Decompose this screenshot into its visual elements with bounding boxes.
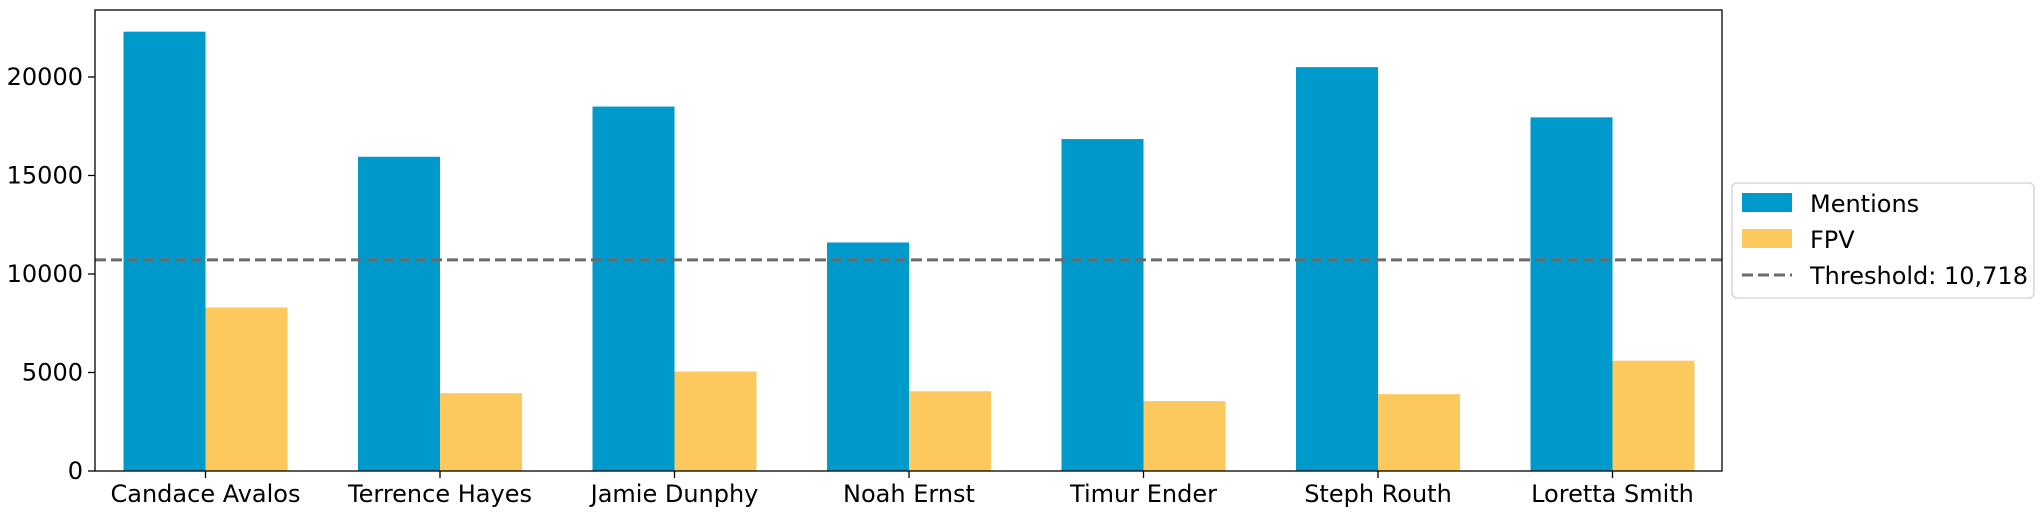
x-axis: Candace Avalos Terrence Hayes Jamie Dunphy… [111, 471, 1694, 508]
bar-mentions-2 [358, 156, 440, 471]
bar-fpv-4 [909, 391, 991, 471]
x-tick-label-6: Steph Routh [1304, 480, 1452, 508]
y-tick-label-1: 5000 [22, 358, 83, 386]
legend-label-mentions: Mentions [1810, 190, 1919, 218]
y-tick-label-2: 10000 [7, 260, 83, 288]
legend-swatch-fpv [1742, 229, 1792, 248]
legend-label-threshold: Threshold: 10,718 [1809, 262, 2028, 290]
bar-mentions-1 [123, 31, 206, 472]
bar-mentions-4 [827, 242, 909, 471]
y-tick-label-0: 0 [68, 457, 83, 485]
bar-mentions-7 [1530, 117, 1613, 471]
y-axis: 0 5000 10000 15000 20000 [7, 63, 95, 485]
bar-fpv-6 [1378, 394, 1460, 471]
x-tick-label-5: Timur Ender [1069, 480, 1217, 508]
x-tick-label-2: Terrence Hayes [347, 480, 532, 508]
x-tick-label-7: Loretta Smith [1531, 480, 1694, 508]
y-tick-label-3: 15000 [7, 161, 83, 189]
legend-label-fpv: FPV [1810, 226, 1855, 254]
bar-fpv-7 [1612, 360, 1695, 471]
x-tick-label-3: Jamie Dunphy [589, 480, 759, 508]
x-tick-label-1: Candace Avalos [111, 480, 301, 508]
bar-fpv-2 [440, 393, 522, 471]
bar-mentions-5 [1061, 139, 1144, 472]
bar-fpv-5 [1143, 401, 1226, 471]
legend-box [1731, 182, 2035, 299]
bar-mentions-6 [1296, 67, 1378, 471]
bar-marks [123, 31, 1695, 472]
bar-mentions-3 [592, 106, 675, 472]
legend: Mentions FPV Threshold: 10,718 [1731, 182, 2035, 299]
y-tick-label-4: 20000 [7, 63, 83, 91]
legend-swatch-mentions [1742, 193, 1792, 212]
x-tick-label-4: Noah Ernst [843, 480, 975, 508]
bar-fpv-3 [674, 371, 757, 471]
bar-fpv-1 [205, 307, 288, 471]
